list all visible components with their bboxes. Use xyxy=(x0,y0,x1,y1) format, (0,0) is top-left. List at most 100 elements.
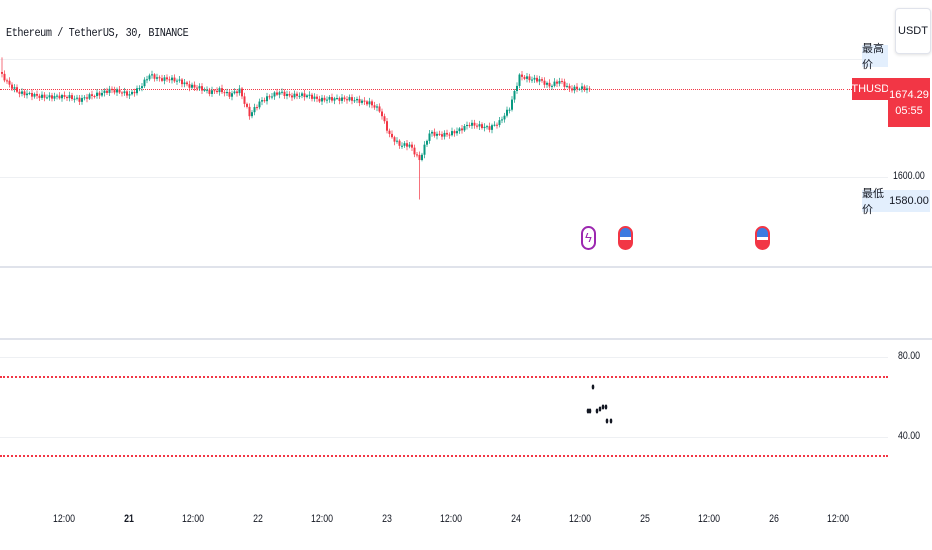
candle xyxy=(541,79,543,81)
candle xyxy=(563,81,566,87)
chart-title: Ethereum / TetherUS, 30, BINANCE xyxy=(6,26,189,40)
candle xyxy=(226,91,228,94)
candle xyxy=(26,93,28,96)
candle xyxy=(216,90,218,93)
candle xyxy=(323,97,326,101)
candle xyxy=(163,77,166,81)
candle xyxy=(161,78,163,81)
candle xyxy=(466,124,468,127)
candle xyxy=(518,74,521,86)
candle xyxy=(368,101,371,105)
candle xyxy=(113,90,116,93)
candle xyxy=(238,88,241,94)
candle xyxy=(306,95,308,98)
candle xyxy=(8,80,11,85)
candle xyxy=(336,98,338,100)
us-flag-icon[interactable] xyxy=(755,226,770,250)
candle xyxy=(186,82,188,85)
time-tick: 21 xyxy=(123,513,134,525)
candle xyxy=(456,131,458,134)
candle xyxy=(453,131,456,134)
candle xyxy=(223,92,226,94)
candle xyxy=(576,86,578,89)
candle xyxy=(516,85,518,91)
candle xyxy=(218,88,221,93)
candle xyxy=(468,124,471,126)
candle xyxy=(23,91,26,96)
candle xyxy=(498,120,501,126)
candle xyxy=(308,94,311,96)
candle xyxy=(78,97,81,102)
indicator-tick: 80.00 xyxy=(898,350,921,362)
candle xyxy=(383,116,386,122)
candle xyxy=(236,91,238,94)
candle xyxy=(241,88,243,97)
candle xyxy=(46,97,48,99)
high-price-label: 最高价 xyxy=(862,43,888,71)
candle xyxy=(411,144,413,148)
candle xyxy=(461,128,463,131)
time-tick: 12:00 xyxy=(568,513,592,525)
time-tick: 12:00 xyxy=(439,513,463,525)
candle xyxy=(243,96,246,104)
candle xyxy=(76,97,78,99)
candle xyxy=(61,95,63,99)
candle xyxy=(178,79,181,81)
candle xyxy=(106,90,108,93)
candle xyxy=(116,89,118,93)
candle xyxy=(256,107,258,109)
candle xyxy=(173,77,176,82)
candle xyxy=(36,93,38,96)
candle xyxy=(386,121,388,131)
pane-separator[interactable] xyxy=(0,338,932,340)
candle xyxy=(251,112,253,117)
us-flag-icon[interactable] xyxy=(618,226,633,250)
candle xyxy=(246,103,248,107)
candle xyxy=(31,92,33,97)
candle xyxy=(141,86,143,88)
candle xyxy=(356,98,358,101)
time-tick: 12:00 xyxy=(826,513,850,525)
indicator-point xyxy=(598,406,602,412)
indicator-point xyxy=(591,384,595,390)
candle xyxy=(158,77,161,79)
pane-separator[interactable] xyxy=(0,266,932,268)
candle xyxy=(28,92,31,94)
currency-button[interactable]: USDT xyxy=(895,8,931,54)
candle xyxy=(233,91,236,94)
time-tick: 25 xyxy=(639,513,650,525)
candle xyxy=(396,140,398,142)
candle xyxy=(191,84,193,88)
candle xyxy=(208,89,211,94)
candle xyxy=(503,115,506,120)
candle xyxy=(248,106,251,117)
candle xyxy=(433,131,436,136)
candle xyxy=(83,97,86,99)
candle xyxy=(583,86,586,91)
time-tick: 24 xyxy=(510,513,521,525)
indicator-point xyxy=(601,404,605,410)
indicator-point xyxy=(604,404,608,410)
candle xyxy=(301,93,303,96)
candle xyxy=(128,94,131,96)
lightning-icon[interactable]: ϟ xyxy=(581,226,596,250)
candle xyxy=(211,90,213,94)
candle xyxy=(286,93,288,96)
candle xyxy=(441,134,443,137)
candle xyxy=(261,100,263,102)
candlestick-chart[interactable] xyxy=(0,0,888,266)
candle xyxy=(276,92,278,95)
candle xyxy=(213,90,216,92)
candle xyxy=(436,133,438,136)
indicator-pane[interactable] xyxy=(0,340,888,500)
candle xyxy=(506,109,508,116)
candle xyxy=(283,91,286,96)
candle xyxy=(101,92,103,96)
candle xyxy=(91,94,93,96)
candle xyxy=(193,84,196,88)
candle xyxy=(363,100,366,102)
candle xyxy=(426,140,428,145)
candle xyxy=(483,126,486,129)
candle xyxy=(331,97,333,101)
candle xyxy=(358,98,361,103)
